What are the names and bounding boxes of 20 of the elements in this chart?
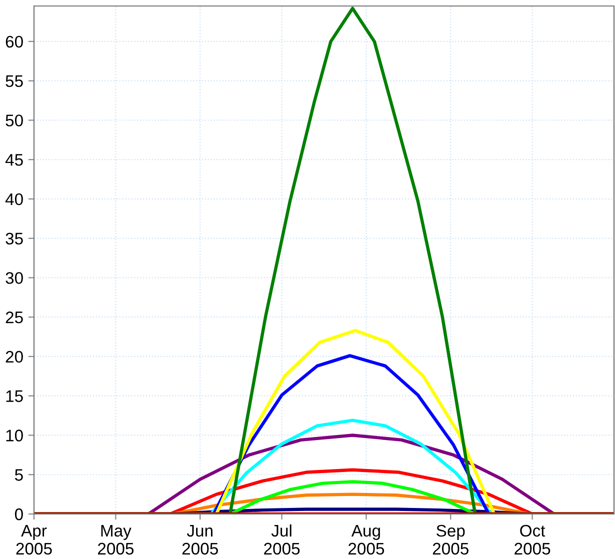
x-tick-label: Oct 2005 bbox=[514, 524, 550, 555]
y-tick-label: 30 bbox=[6, 272, 23, 284]
y-tick-label: 35 bbox=[6, 232, 23, 245]
y-tick-label: 40 bbox=[5, 193, 23, 206]
y-tick-label: 20 bbox=[6, 350, 23, 363]
x-tick-label: Jul 2005 bbox=[264, 524, 300, 555]
y-tick-label: 15 bbox=[6, 390, 23, 402]
y-tick-label: 50 bbox=[6, 114, 23, 126]
x-tick-label: May 2005 bbox=[98, 525, 134, 555]
y-tick-label: 25 bbox=[6, 312, 23, 324]
x-tick-label: Aug 2005 bbox=[348, 525, 384, 555]
x-tick-label: Sep 2005 bbox=[432, 524, 468, 555]
y-tick-label: 10 bbox=[6, 430, 23, 442]
y-tick-label: 55 bbox=[6, 75, 23, 88]
y-tick-label: 45 bbox=[5, 154, 23, 166]
y-tick-label: 60 bbox=[6, 36, 23, 48]
x-tick-label: Jun 2005 bbox=[182, 525, 218, 555]
y-tick-label: 5 bbox=[14, 469, 23, 481]
x-tick-label: Apr 2005 bbox=[16, 525, 52, 555]
y-tick-label: 0 bbox=[14, 508, 23, 520]
